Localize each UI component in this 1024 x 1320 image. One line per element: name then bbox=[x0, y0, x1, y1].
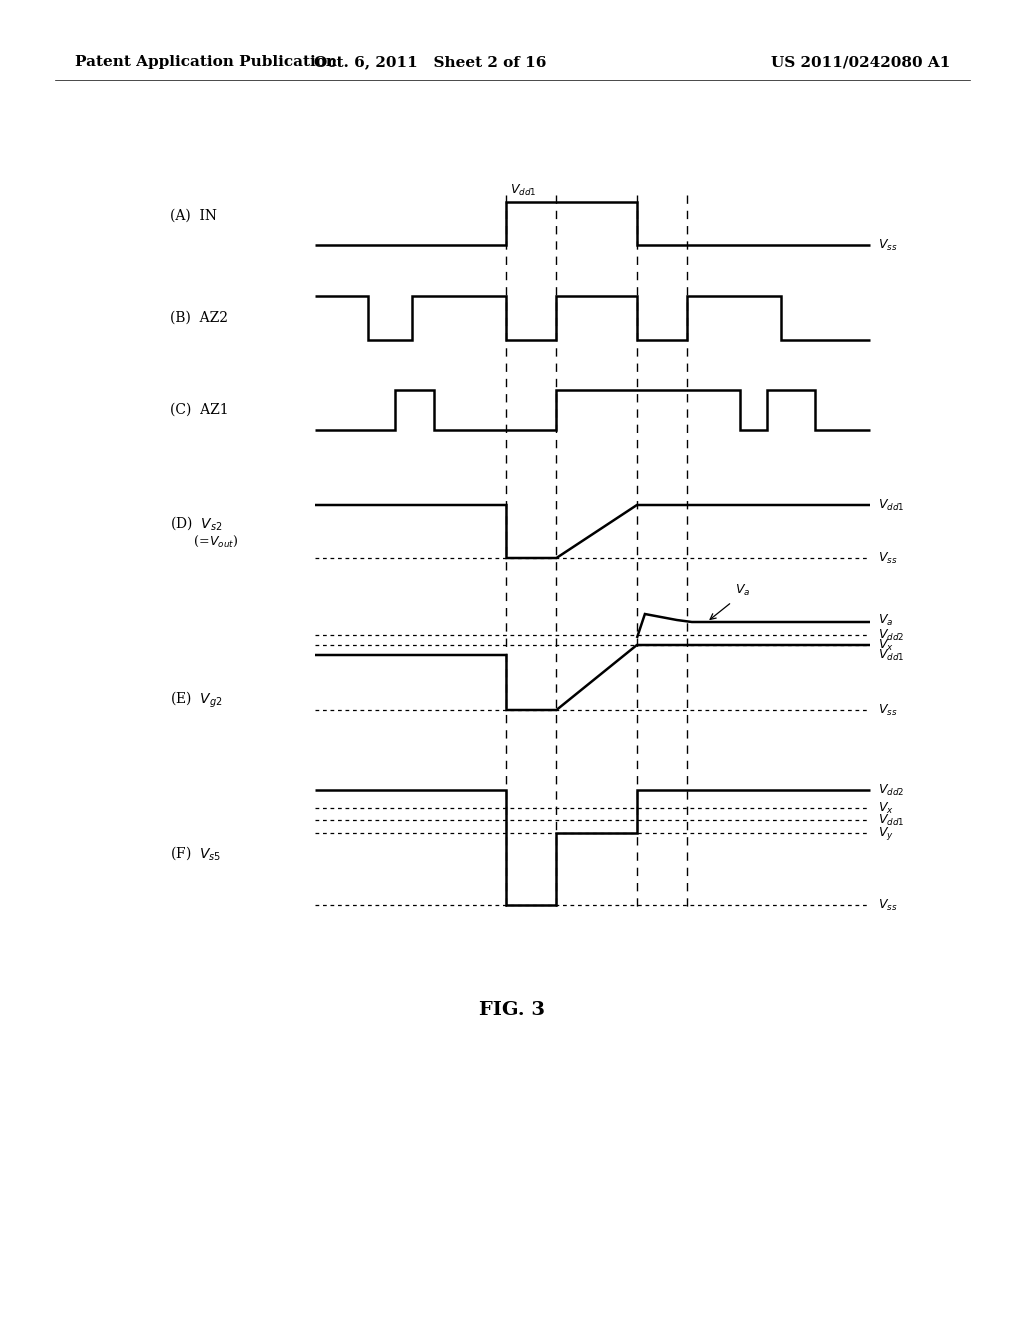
Text: $V_a$: $V_a$ bbox=[735, 583, 751, 598]
Text: $V_a$: $V_a$ bbox=[878, 612, 893, 627]
Text: US 2011/0242080 A1: US 2011/0242080 A1 bbox=[771, 55, 950, 69]
Text: $V_{ss}$: $V_{ss}$ bbox=[878, 898, 897, 912]
Text: (B)  AZ2: (B) AZ2 bbox=[170, 312, 228, 325]
Text: $V_{ss}$: $V_{ss}$ bbox=[878, 238, 897, 252]
Text: (C)  AZ1: (C) AZ1 bbox=[170, 403, 228, 417]
Text: $V_{dd1}$: $V_{dd1}$ bbox=[878, 812, 904, 828]
Text: $V_x$: $V_x$ bbox=[878, 638, 894, 652]
Text: FIG. 3: FIG. 3 bbox=[479, 1001, 545, 1019]
Text: $V_x$: $V_x$ bbox=[878, 800, 894, 816]
Text: $V_{ss}$: $V_{ss}$ bbox=[878, 550, 897, 565]
Text: $V_y$: $V_y$ bbox=[878, 825, 894, 842]
Text: $V_{dd1}$: $V_{dd1}$ bbox=[511, 183, 537, 198]
Text: $V_{ss}$: $V_{ss}$ bbox=[878, 702, 897, 718]
Text: (F)  $V_{s5}$: (F) $V_{s5}$ bbox=[170, 843, 221, 862]
Text: (D)  $V_{s2}$: (D) $V_{s2}$ bbox=[170, 513, 222, 532]
Text: (A)  IN: (A) IN bbox=[170, 209, 217, 223]
Text: $V_{dd2}$: $V_{dd2}$ bbox=[878, 627, 904, 643]
Text: Patent Application Publication: Patent Application Publication bbox=[75, 55, 337, 69]
Text: (E)  $V_{g2}$: (E) $V_{g2}$ bbox=[170, 690, 222, 710]
Text: $V_{dd1}$: $V_{dd1}$ bbox=[878, 647, 904, 663]
Text: $V_{dd1}$: $V_{dd1}$ bbox=[878, 498, 904, 512]
Text: Oct. 6, 2011   Sheet 2 of 16: Oct. 6, 2011 Sheet 2 of 16 bbox=[313, 55, 546, 69]
Text: $V_{dd2}$: $V_{dd2}$ bbox=[878, 783, 904, 797]
Text: (=$V_{out}$): (=$V_{out}$) bbox=[170, 533, 239, 549]
